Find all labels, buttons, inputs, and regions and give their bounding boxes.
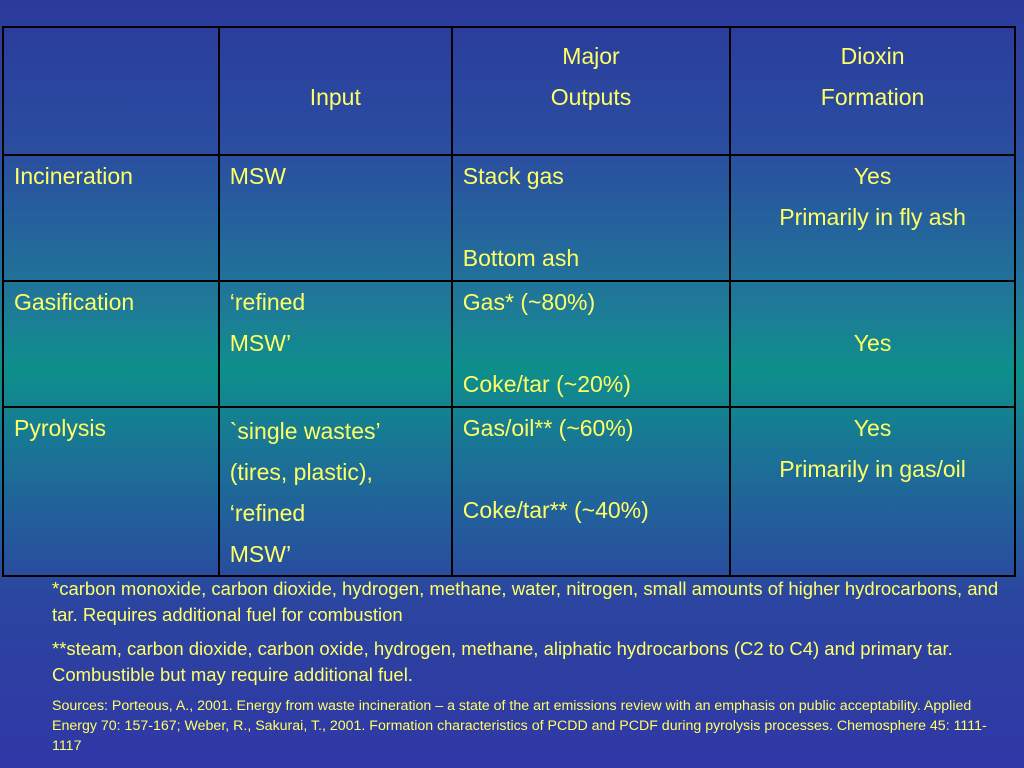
output-line: Bottom ash (462, 245, 580, 271)
input-line: `single wastes’ (229, 418, 381, 444)
cell-outputs: Stack gas Bottom ash (450, 154, 732, 282)
header-input: Input (217, 26, 453, 156)
header-input-label: Input (309, 84, 361, 110)
header-outputs-line2: Outputs (550, 84, 632, 110)
footnote-gas: *carbon monoxide, carbon dioxide, hydrog… (52, 578, 999, 625)
cell-input: `single wastes’ (tires, plastic), ‘refin… (217, 406, 453, 577)
cell-dioxin: Yes Primarily in fly ash (729, 154, 1016, 282)
cell-dioxin: Yes (729, 280, 1016, 408)
output-line: Gas/oil** (~60%) (462, 415, 634, 441)
dioxin-line: Yes (853, 415, 892, 441)
output-line: Coke/tar** (~40%) (462, 497, 649, 523)
dioxin-line: Primarily in gas/oil (779, 456, 966, 482)
table-row: Gasification ‘refined MSW’ Gas* (~80%) C… (2, 280, 1016, 408)
output-line: Stack gas (462, 163, 564, 189)
header-empty-cell (2, 26, 220, 156)
header-dioxin-formation: Dioxin Formation (729, 26, 1016, 156)
table-row: Pyrolysis `single wastes’ (tires, plasti… (2, 406, 1016, 577)
cell-input: MSW (217, 154, 453, 282)
output-line: Gas* (~80%) (462, 289, 596, 315)
cell-outputs: Gas* (~80%) Coke/tar (~20%) (450, 280, 732, 408)
input-line: (tires, plastic), (229, 459, 373, 485)
table-header-row: Input Major Outputs Dioxin Formation (2, 26, 1016, 156)
input-line: MSW’ (229, 330, 292, 356)
comparison-table: Input Major Outputs Dioxin Formation Inc… (2, 26, 1016, 577)
cell-input: ‘refined MSW’ (217, 280, 453, 408)
dioxin-line: Primarily in fly ash (779, 204, 966, 230)
table-row: Incineration MSW Stack gas Bottom ash Ye… (2, 154, 1016, 282)
footnotes: *carbon monoxide, carbon dioxide, hydrog… (52, 576, 1002, 756)
dioxin-line: Yes (853, 330, 892, 356)
footnote-gas-oil: **steam, carbon dioxide, carbon oxide, h… (52, 638, 953, 685)
row-process-gasification: Gasification (2, 280, 220, 408)
input-line: MSW (229, 163, 286, 189)
cell-outputs: Gas/oil** (~60%) Coke/tar** (~40%) (450, 406, 732, 577)
input-line: MSW’ (229, 541, 292, 567)
input-line: ‘refined (229, 289, 306, 315)
input-line: ‘refined (229, 500, 306, 526)
row-process-incineration: Incineration (2, 154, 220, 282)
dioxin-line: Yes (853, 163, 892, 189)
sources-citation: Sources: Porteous, A., 2001. Energy from… (52, 698, 987, 754)
header-dioxin-line2: Formation (820, 84, 925, 110)
header-outputs-line1: Major (562, 43, 620, 69)
row-process-pyrolysis: Pyrolysis (2, 406, 220, 577)
output-line: Coke/tar (~20%) (462, 371, 631, 397)
header-major-outputs: Major Outputs (450, 26, 732, 156)
cell-dioxin: Yes Primarily in gas/oil (729, 406, 1016, 577)
header-dioxin-line1: Dioxin (840, 43, 905, 69)
